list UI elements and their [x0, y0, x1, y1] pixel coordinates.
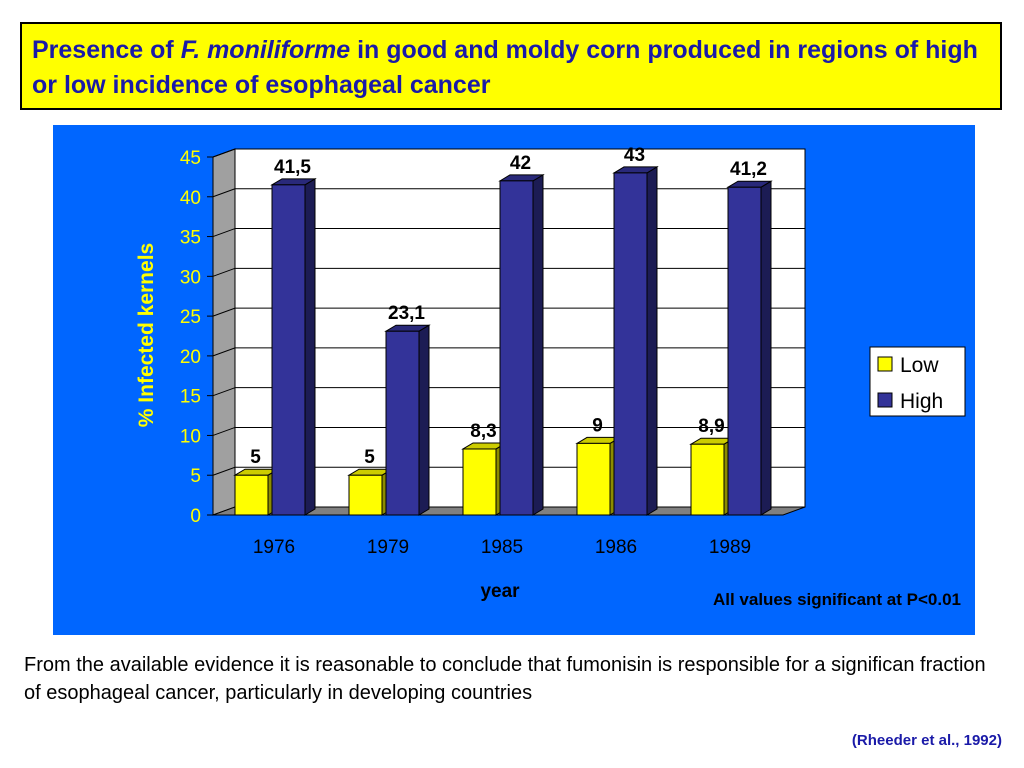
bar-high-1979-side [418, 324, 430, 516]
bar-low-1989 [690, 443, 725, 516]
data-label-high-1989: 41,2 [730, 159, 767, 180]
title-part2: in good and moldy corn produced in regio… [32, 36, 978, 99]
legend-label-high: High [900, 390, 943, 413]
y-tick-label: 25 [180, 307, 201, 328]
title-part1: Presence of [32, 36, 181, 64]
data-label-low-1976: 5 [250, 447, 261, 468]
slide-title: Presence of F. moniliforme in good and m… [20, 22, 1002, 110]
citation: (Rheeder et al., 1992) [851, 732, 1002, 749]
bar-low-1985 [462, 448, 497, 516]
gridline-side [212, 228, 236, 238]
y-tick-label: 20 [180, 347, 201, 368]
gridline-side [212, 426, 236, 436]
legend-swatch-low [877, 356, 893, 372]
gridline-side [212, 387, 236, 397]
data-label-low-1979: 5 [364, 447, 375, 468]
y-tick-label: 0 [190, 506, 201, 527]
x-tick-label-1989: 1989 [709, 537, 751, 558]
data-label-high-1986: 43 [624, 145, 645, 166]
bar-high-1985 [499, 180, 534, 516]
title-italic: F. moniliforme [180, 36, 351, 64]
y-tick-label: 10 [180, 426, 201, 447]
x-tick-label-1976: 1976 [253, 537, 295, 558]
gridline-side [212, 267, 236, 277]
bar-high-1989 [727, 186, 762, 516]
data-label-low-1985: 8,3 [470, 421, 496, 442]
data-label-low-1986: 9 [592, 415, 603, 436]
chart-panel: 0 5 10 15 20 25 30 35 40 45 5 41,5 1976 5 23,1 1979 8,3 4… [53, 125, 975, 635]
x-tick-label-1985: 1985 [481, 537, 523, 558]
bar-high-1976-side [304, 177, 316, 516]
bar-high-1986-side [646, 166, 658, 516]
bar-high-1976 [271, 184, 306, 516]
data-label-high-1979: 23,1 [388, 303, 425, 324]
gridline-side [212, 466, 236, 476]
y-tick-label: 5 [190, 466, 201, 487]
x-tick-label-1979: 1979 [367, 537, 409, 558]
data-label-low-1989: 8,9 [698, 416, 724, 437]
gridline-side [212, 307, 236, 317]
bar-high-1989-side [760, 180, 772, 516]
y-tick-label: 45 [180, 148, 201, 169]
legend-label-low: Low [900, 354, 939, 377]
conclusion-text: From the available evidence it is reason… [24, 654, 986, 704]
y-axis-label: % Infected kernels [135, 243, 158, 427]
bar-high-1985-side [532, 173, 544, 516]
bar-high-1986 [613, 172, 648, 516]
y-tick-label: 35 [180, 228, 201, 249]
bar-high-1979 [385, 330, 420, 516]
y-tick-label: 40 [180, 188, 201, 209]
bar-low-1979 [348, 474, 383, 516]
bar-low-1976 [234, 474, 269, 516]
bar-chart: 0 5 10 15 20 25 30 35 40 45 5 41,5 1976 5 23,1 1979 8,3 4… [135, 145, 966, 609]
plot-side-wall [212, 148, 236, 516]
x-axis-label: year [480, 581, 520, 602]
gridline-side [212, 148, 236, 158]
y-tick-label: 15 [180, 387, 201, 408]
legend-swatch-high [877, 392, 893, 408]
significance-note: All values significant at P<0.01 [713, 590, 961, 609]
y-tick-label: 30 [180, 267, 201, 288]
gridline-side [212, 188, 236, 198]
data-label-high-1976: 41,5 [274, 157, 311, 178]
gridline-side [212, 347, 236, 357]
x-tick-label-1986: 1986 [595, 537, 637, 558]
bar-low-1986 [576, 442, 611, 516]
data-label-high-1985: 42 [510, 153, 531, 174]
